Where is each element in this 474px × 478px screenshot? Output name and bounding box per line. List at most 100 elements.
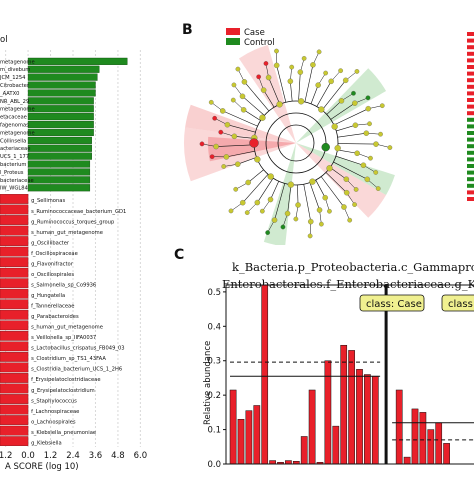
control-bar (28, 177, 90, 184)
control-bar-label: Citrobacter (0, 83, 30, 89)
case-bar (0, 236, 28, 245)
case-abundance-bar (309, 390, 315, 464)
strip-swatch (467, 190, 474, 194)
case-bar-label: f_Lachnospiraceae (31, 409, 79, 415)
cladogram-leaf (231, 98, 235, 102)
case-bar-label: s_Lactobacillus_crispatus_FB049_03 (31, 346, 125, 352)
control-bar (28, 82, 95, 89)
cladogram-leaf (374, 170, 378, 174)
strip-swatch (467, 32, 474, 36)
case-abundance-bar (230, 390, 236, 464)
cladogram-node (242, 79, 247, 84)
cladogram-node (364, 131, 369, 136)
case-bar (0, 342, 28, 351)
cladogram-branch (338, 144, 376, 145)
strip-swatch (467, 78, 474, 82)
control-bar-label: l_Proteus (0, 170, 24, 176)
cladogram-leaf (366, 96, 370, 100)
cladogram-leaf (210, 154, 214, 158)
cladogram-leaf (209, 100, 213, 104)
lda-bar-chart: ol metagenomem_divebumJCM_1254Citrobacte… (0, 0, 160, 474)
case-bar (0, 415, 28, 424)
y-tick-label: 0.5 (207, 288, 221, 298)
case-bar (0, 331, 28, 340)
cladogram-branch (305, 65, 313, 102)
cladogram-leaf (302, 56, 306, 60)
cladogram-leaf (351, 91, 355, 95)
case-bar-label: s_Veillonella_sp_IIFA0037 (31, 335, 96, 341)
strip-swatch (467, 45, 474, 49)
cladogram-leaf (232, 83, 236, 87)
cladogram-branch (243, 174, 268, 202)
cladogram-node (323, 195, 328, 200)
strip-swatch (467, 144, 474, 148)
cladogram-leaf (290, 65, 294, 69)
strip-swatch (467, 177, 474, 181)
cladogram-node (213, 144, 218, 149)
cladogram-leaf (274, 49, 278, 53)
cladogram-branch (310, 183, 320, 210)
cladogram-leaf (260, 209, 264, 213)
cladogram-inner-node (254, 156, 260, 162)
control-bar (28, 129, 94, 136)
control-bar (28, 74, 97, 81)
cladogram-node (220, 108, 225, 113)
chart-title-line1: k_Bacteria.p_Proteobacteria.c_Gammaprote… (232, 260, 474, 274)
case-bar-label: g_Hungatella (31, 293, 65, 299)
cladogram-inner-node (318, 106, 324, 112)
right-legend-strip (467, 32, 474, 201)
case-bar (0, 205, 28, 214)
strip-swatch (467, 85, 474, 89)
strip-swatch (467, 111, 474, 115)
cladogram-leaf (319, 222, 323, 226)
cladogram-node (352, 101, 357, 106)
cladogram-node (255, 200, 260, 205)
control-bar (28, 153, 92, 160)
cladogram-leaf (245, 210, 249, 214)
cladogram-leaf (323, 71, 327, 75)
case-bar (0, 279, 28, 288)
control-bar (28, 113, 94, 120)
case-bar-label: g_Erysipelatoclostridium (31, 388, 95, 394)
cladogram-branch (244, 110, 261, 121)
control-abundance-bar (412, 409, 418, 464)
case-bar-label: s_Staphylococcus (31, 398, 77, 404)
cladogram-node (366, 106, 371, 111)
cladogram-leaf (219, 130, 223, 134)
strip-swatch (467, 65, 474, 69)
case-abundance-bar (254, 405, 260, 464)
cladogram-inner-node (268, 174, 274, 180)
cladogram-leaf (347, 218, 351, 222)
abundance-bar-chart: k_Bacteria.p_Proteobacteria.c_Gammaprote… (170, 245, 474, 474)
case-abundance-bar (238, 419, 244, 464)
y-tick-label: 0.3 (207, 357, 221, 367)
cladogram-leaf (376, 186, 380, 190)
strip-swatch (467, 91, 474, 95)
panel-b-cladogram: B Case Control (178, 20, 474, 245)
cladogram-inner-node (332, 124, 338, 130)
control-abundance-bar (396, 390, 402, 464)
case-bar-label: g_Oscillibacter (31, 240, 70, 246)
case-abundance-bar (341, 345, 347, 464)
strip-swatch (467, 52, 474, 56)
case-marker-node (250, 139, 259, 148)
cladogram-leaf (327, 209, 331, 213)
cladogram-inner-node (277, 101, 283, 107)
case-bar (0, 405, 28, 414)
case-bar-label: s_human_gut_metagenome (31, 325, 103, 331)
strip-swatch (467, 131, 474, 135)
cladogram-node (224, 154, 229, 159)
cladogram-node (310, 62, 315, 67)
x-tick-label: 6.0 (134, 451, 148, 461)
control-bar (28, 98, 94, 105)
cladogram-node (308, 219, 313, 224)
control-bar (28, 169, 90, 176)
case-bar (0, 436, 28, 445)
case-bar-label: s_Klebsiella_pneumoniae (31, 430, 96, 436)
control-bar-label: bacteriaceae (0, 178, 34, 184)
cladogram-branch (304, 184, 311, 221)
cladogram-node (361, 163, 366, 168)
case-abundance-bar (333, 426, 339, 464)
control-bar (28, 137, 92, 144)
strip-swatch (467, 124, 474, 128)
